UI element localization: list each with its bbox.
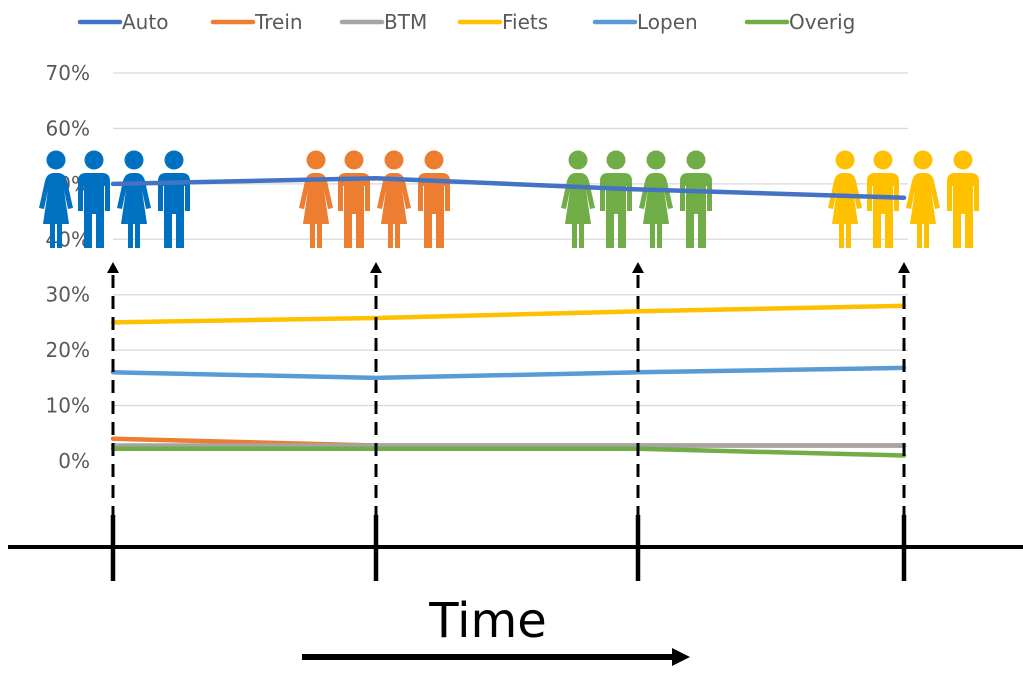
- y-tick-label: 0%: [58, 449, 90, 473]
- y-axis-ticks: 0%10%20%30%40%50%60%70%: [46, 61, 90, 473]
- legend-item: Lopen: [592, 10, 698, 34]
- pointer-arrowhead-icon: [898, 262, 910, 273]
- series-layer: [110, 176, 907, 458]
- pointer-arrowhead-icon: [107, 262, 119, 273]
- legend-item: Overig: [744, 10, 855, 34]
- people-group-icon: [39, 150, 190, 248]
- legend-item: Fiets: [457, 10, 548, 34]
- time-arrow-head-icon: [672, 648, 690, 666]
- people-group-icon: [828, 150, 979, 248]
- legend-label: Auto: [122, 10, 168, 34]
- pointer-arrowhead-icon: [370, 262, 382, 273]
- legend-item: BTM: [339, 10, 427, 34]
- legend-item: Auto: [77, 10, 168, 34]
- grid-layer: [113, 72, 908, 407]
- legend-label: Overig: [789, 10, 855, 34]
- legend-label: Fiets: [502, 10, 548, 34]
- x-axis-label: Time: [428, 593, 546, 649]
- y-tick-label: 20%: [46, 338, 90, 362]
- legend-item: Trein: [210, 10, 303, 34]
- legend-label: Lopen: [637, 10, 698, 34]
- people-group-icon: [299, 150, 450, 248]
- y-tick-label: 30%: [46, 283, 90, 307]
- legend: Auto Trein BTM Fiets Lopen Overig: [77, 10, 855, 34]
- series-line: [110, 365, 907, 381]
- timeline: [8, 262, 1023, 666]
- series-line: [110, 303, 907, 325]
- series-line: [110, 176, 907, 200]
- legend-label: Trein: [254, 10, 303, 34]
- y-tick-label: 10%: [46, 394, 90, 418]
- series-line: [110, 446, 907, 458]
- pointer-arrowhead-icon: [632, 262, 644, 273]
- y-tick-label: 60%: [46, 116, 90, 140]
- people-layer: [39, 150, 979, 248]
- legend-label: BTM: [384, 10, 427, 34]
- people-group-icon: [561, 150, 712, 248]
- y-tick-label: 70%: [46, 61, 90, 85]
